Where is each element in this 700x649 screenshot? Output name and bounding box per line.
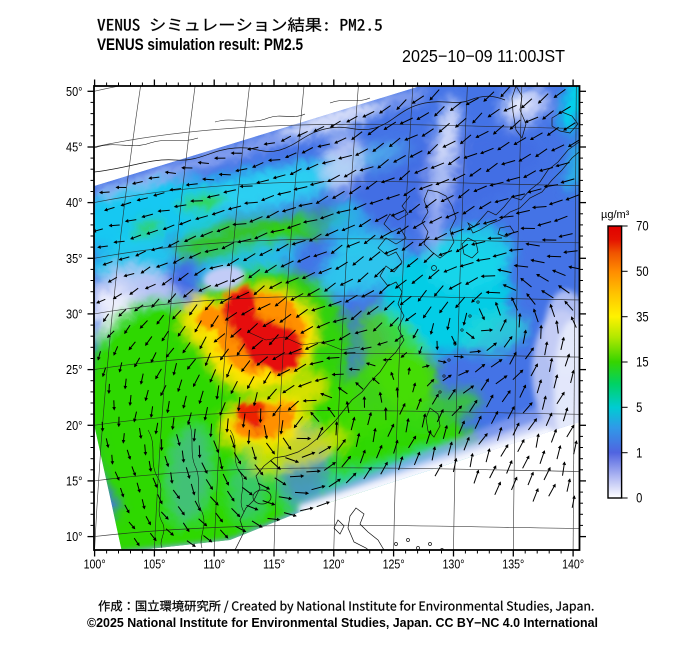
svg-text:40°: 40° xyxy=(66,195,83,210)
svg-text:135°: 135° xyxy=(502,557,524,572)
svg-text:140°: 140° xyxy=(562,557,584,572)
svg-text:10°: 10° xyxy=(66,529,83,544)
svg-text:50: 50 xyxy=(636,264,649,279)
svg-text:70: 70 xyxy=(636,219,649,234)
svg-text:15: 15 xyxy=(636,355,649,370)
svg-text:35°: 35° xyxy=(66,251,83,266)
svg-text:130°: 130° xyxy=(443,557,465,572)
svg-text:©2025 National Institute for E: ©2025 National Institute for Environment… xyxy=(87,616,598,630)
svg-text:45°: 45° xyxy=(66,140,83,155)
svg-text:1: 1 xyxy=(636,445,642,460)
svg-text:2025−10−09 11:00JST: 2025−10−09 11:00JST xyxy=(402,46,565,66)
svg-text:120°: 120° xyxy=(323,557,345,572)
svg-text:15°: 15° xyxy=(66,474,83,489)
svg-text:125°: 125° xyxy=(383,557,405,572)
svg-text:35: 35 xyxy=(636,309,649,324)
svg-text:115°: 115° xyxy=(263,557,285,572)
svg-text:50°: 50° xyxy=(66,84,83,99)
svg-text:105°: 105° xyxy=(143,557,165,572)
svg-text:20°: 20° xyxy=(66,418,83,433)
svg-text:µg/m³: µg/m³ xyxy=(601,209,630,221)
svg-text:100°: 100° xyxy=(84,557,106,572)
svg-text:110°: 110° xyxy=(203,557,225,572)
svg-text:0: 0 xyxy=(636,491,642,506)
svg-text:VENUS simulation result: PM2.5: VENUS simulation result: PM2.5 xyxy=(97,36,303,54)
svg-text:5: 5 xyxy=(636,400,642,415)
svg-text:30°: 30° xyxy=(66,307,83,322)
svg-text:25°: 25° xyxy=(66,362,83,377)
